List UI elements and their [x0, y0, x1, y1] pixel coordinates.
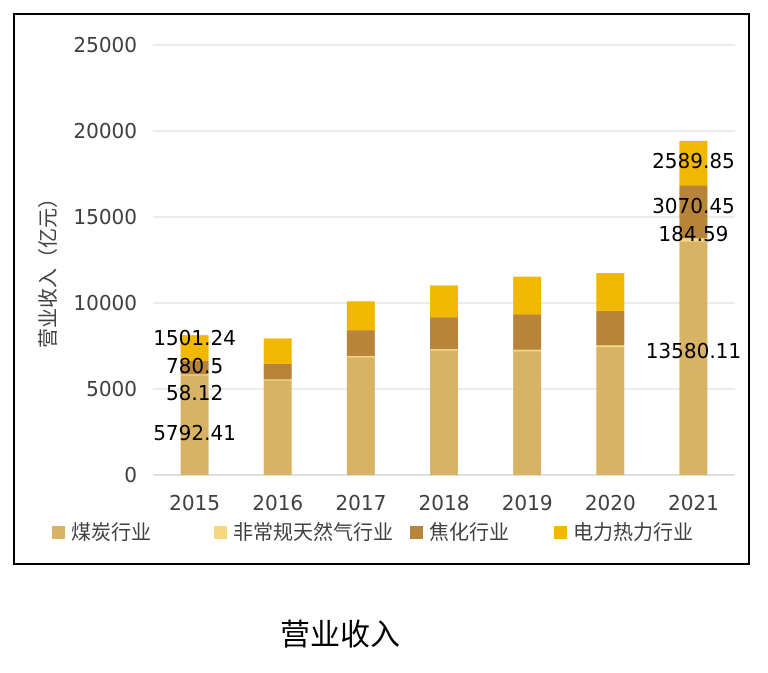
- bar-segment: [513, 349, 542, 352]
- bar-segment: [180, 374, 209, 376]
- data-label: 5792.41: [153, 421, 236, 445]
- bar-segment: [180, 360, 209, 375]
- legend-swatch: [52, 526, 65, 539]
- legend-swatch: [410, 526, 423, 539]
- bar-segment: [596, 346, 625, 475]
- y-tick-label: 10000: [73, 291, 137, 315]
- bar-segment: [263, 379, 292, 381]
- y-tick-label: 20000: [73, 119, 137, 143]
- data-label: 780.5: [166, 354, 223, 378]
- legend-label: 非常规天然气行业: [233, 520, 393, 544]
- bar-segment: [346, 355, 375, 358]
- y-tick-label: 0: [124, 463, 137, 487]
- chart-caption: 营业收入: [280, 618, 400, 653]
- bar-segment: [430, 350, 458, 475]
- legend-swatch: [214, 526, 227, 539]
- bar-segment: [346, 330, 375, 356]
- data-label: 1501.24: [153, 326, 236, 350]
- x-tick-label: 2015: [169, 491, 220, 515]
- bar-segment: [346, 357, 375, 475]
- bar-segment: [263, 380, 292, 475]
- bar-segment: [679, 185, 708, 239]
- bar-segment: [430, 349, 458, 351]
- bar-segment: [513, 276, 542, 315]
- data-label: 2589.85: [652, 149, 735, 173]
- data-label: 184.59: [658, 222, 728, 246]
- data-label: 13580.11: [646, 339, 741, 363]
- bar-segment: [679, 238, 708, 242]
- x-tick-label: 2019: [502, 491, 553, 515]
- bar-segment: [513, 351, 542, 475]
- bar-segment: [513, 314, 542, 350]
- bar-segment: [263, 363, 292, 380]
- bar-segment: [596, 273, 625, 311]
- stacked-bar-chart: 0 5000 10000 15000 20000 25000 营业收入（亿元） 2015 201…: [36, 33, 741, 544]
- bar-segment: [180, 335, 209, 361]
- bar-segment: [346, 301, 375, 331]
- y-axis-title: 营业收入（亿元）: [36, 188, 60, 348]
- y-tick-label: 25000: [73, 33, 137, 57]
- data-label: 3070.45: [652, 194, 735, 218]
- legend-label: 煤炭行业: [71, 520, 151, 544]
- legend-label: 电力热力行业: [573, 520, 693, 544]
- bar-segment: [596, 310, 625, 346]
- bar-segment: [679, 140, 708, 186]
- x-tick-label: 2017: [335, 491, 386, 515]
- y-tick-label: 5000: [86, 377, 137, 401]
- legend-label: 焦化行业: [429, 520, 509, 544]
- x-tick-label: 2016: [252, 491, 303, 515]
- data-label: 58.12: [166, 381, 223, 405]
- bar-segment: [263, 338, 292, 364]
- bar-segment: [430, 317, 458, 350]
- x-tick-label: 2018: [419, 491, 470, 515]
- bar-segment: [430, 285, 458, 318]
- x-tick-label: 2020: [585, 491, 636, 515]
- bar-segment: [596, 345, 625, 347]
- y-tick-label: 15000: [73, 205, 137, 229]
- legend-swatch: [554, 526, 567, 539]
- bar-segment: [180, 375, 209, 475]
- x-tick-label: 2021: [668, 491, 719, 515]
- chart-frame: 0 5000 10000 15000 20000 25000 营业收入（亿元） 2015 201…: [13, 13, 750, 565]
- bar-segment: [679, 241, 708, 475]
